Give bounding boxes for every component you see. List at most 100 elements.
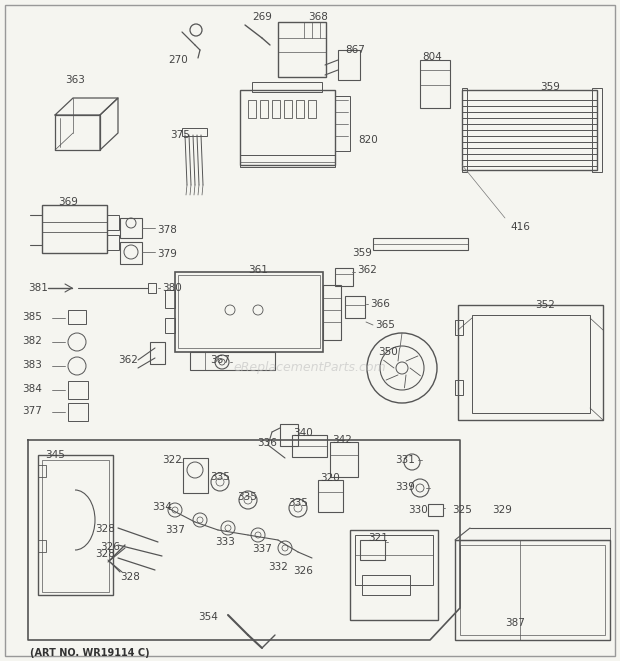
Text: 329: 329 (492, 505, 512, 515)
Bar (280, 424, 298, 446)
Bar (338, 50, 360, 80)
Text: 359: 359 (352, 248, 372, 258)
Bar (178, 275, 320, 348)
Text: 322: 322 (162, 455, 182, 465)
Bar (240, 90, 335, 165)
Bar (296, 100, 304, 118)
Bar (335, 96, 350, 151)
Text: 381: 381 (28, 283, 48, 293)
Bar (278, 22, 326, 77)
Bar (165, 290, 175, 308)
Bar (458, 305, 603, 420)
Bar (38, 540, 46, 552)
Bar (428, 504, 443, 516)
Bar (360, 540, 385, 560)
Bar (42, 205, 107, 253)
Text: 382: 382 (22, 336, 42, 346)
Bar (284, 100, 292, 118)
Text: 328: 328 (120, 572, 140, 582)
Text: 270: 270 (168, 55, 188, 65)
Bar (472, 315, 590, 413)
Bar (592, 88, 602, 172)
Text: 820: 820 (358, 135, 378, 145)
Text: 340: 340 (293, 428, 312, 438)
Text: 333: 333 (215, 537, 235, 547)
Bar (148, 283, 156, 293)
Text: 368: 368 (308, 12, 328, 22)
Bar (292, 435, 327, 457)
Text: 375: 375 (170, 130, 190, 140)
Bar (455, 380, 463, 395)
Text: 379: 379 (157, 249, 177, 259)
Text: 362: 362 (357, 265, 377, 275)
Text: 328: 328 (95, 524, 115, 534)
Text: 331: 331 (395, 455, 415, 465)
Text: 416: 416 (510, 222, 530, 232)
Text: 335: 335 (210, 472, 230, 482)
Bar (330, 442, 358, 477)
Bar (120, 218, 142, 238)
Text: 326: 326 (293, 566, 313, 576)
Text: 369: 369 (58, 197, 78, 207)
Bar (120, 242, 142, 264)
Text: 336: 336 (257, 438, 277, 448)
Text: 378: 378 (157, 225, 177, 235)
Text: 804: 804 (422, 52, 441, 62)
Text: 867: 867 (345, 45, 365, 55)
Text: 380: 380 (162, 283, 182, 293)
Text: 363: 363 (65, 75, 85, 85)
Text: 377: 377 (22, 406, 42, 416)
Bar (318, 480, 343, 512)
Text: 326: 326 (100, 542, 120, 552)
Bar (362, 575, 410, 595)
Bar (68, 381, 88, 399)
Bar (462, 88, 467, 172)
Bar (175, 272, 323, 352)
Bar (460, 545, 605, 635)
Text: 332: 332 (268, 562, 288, 572)
Bar (240, 155, 335, 167)
Text: 362: 362 (118, 355, 138, 365)
Bar (455, 320, 463, 335)
Text: 385: 385 (22, 312, 42, 322)
Text: 335: 335 (237, 492, 257, 502)
Bar (335, 268, 353, 286)
Text: 387: 387 (505, 618, 525, 628)
Text: eReplacementParts.com: eReplacementParts.com (234, 362, 386, 375)
Text: 367: 367 (210, 355, 230, 365)
Text: 384: 384 (22, 384, 42, 394)
Text: 339: 339 (395, 482, 415, 492)
Text: 335: 335 (288, 498, 308, 508)
Text: 365: 365 (375, 320, 395, 330)
Text: 321: 321 (368, 533, 388, 543)
Bar (350, 530, 438, 620)
Text: 361: 361 (248, 265, 268, 275)
Bar (345, 296, 365, 318)
Text: 328: 328 (95, 549, 115, 559)
Text: 383: 383 (22, 360, 42, 370)
Bar (248, 100, 256, 118)
Bar (182, 128, 207, 136)
Bar (462, 90, 597, 170)
Bar (107, 215, 119, 230)
Bar (308, 100, 316, 118)
Text: 320: 320 (320, 473, 340, 483)
Text: 337: 337 (252, 544, 272, 554)
Bar (68, 310, 86, 324)
Text: 345: 345 (45, 450, 65, 460)
Bar (38, 465, 46, 477)
Bar (38, 455, 113, 595)
Bar (420, 60, 450, 108)
Bar (42, 460, 109, 592)
Bar (355, 535, 433, 585)
Text: 352: 352 (535, 300, 555, 310)
Text: 359: 359 (540, 82, 560, 92)
Bar (272, 100, 280, 118)
Bar (455, 540, 610, 640)
Text: 337: 337 (165, 525, 185, 535)
Text: 366: 366 (370, 299, 390, 309)
Text: 269: 269 (252, 12, 272, 22)
Bar (190, 352, 275, 370)
Text: 330: 330 (408, 505, 428, 515)
Bar (373, 238, 468, 250)
